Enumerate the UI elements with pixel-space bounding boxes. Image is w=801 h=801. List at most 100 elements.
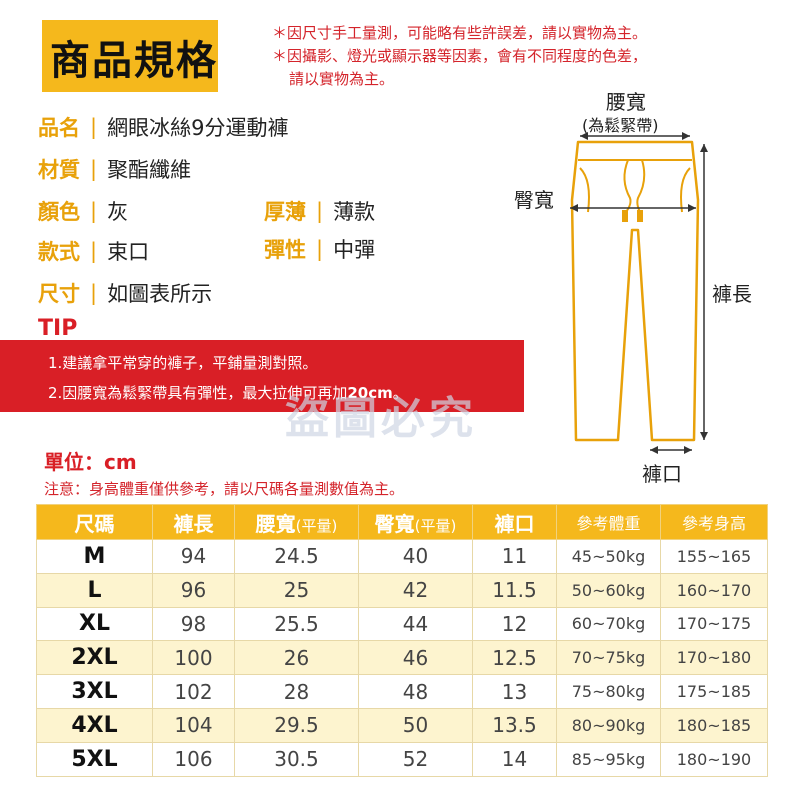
spec-separator: |: [90, 199, 98, 223]
header-size: 尺碼: [36, 504, 153, 540]
header-highlight: [42, 20, 218, 92]
cell-length: 98: [152, 606, 235, 642]
spec-value: 如圖表所示: [107, 282, 213, 306]
note-line: ＊因尺寸手工量測，可能略有些許誤差，請以實物為主。: [272, 24, 648, 42]
spec-value: 束口: [107, 240, 150, 264]
cell-weight: 70~75kg: [556, 640, 661, 676]
cell-weight: 60~70kg: [556, 606, 661, 642]
tip-line-2-highlight: 20cm: [347, 384, 393, 402]
cell-waist: 28: [234, 674, 359, 709]
cell-length: 100: [152, 640, 235, 676]
cell-hem: 13.5: [472, 707, 557, 743]
cell-waist: 25.5: [234, 606, 359, 642]
spec-separator: |: [90, 281, 98, 305]
spec-size: 尺寸 | 如圖表所示: [38, 278, 212, 308]
spec-value: 中彈: [333, 238, 376, 262]
spec-separator: |: [316, 199, 324, 223]
spec-separator: |: [90, 239, 98, 263]
cell-height: 155~165: [660, 539, 768, 574]
cell-waist: 25: [234, 572, 359, 608]
cell-waist: 29.5: [234, 707, 359, 743]
table-row: 3XL 102 28 48 13 75~80kg 175~185: [36, 674, 768, 709]
cell-hem: 12.5: [472, 640, 557, 676]
spec-value: 薄款: [333, 200, 376, 224]
spec-label: 厚薄: [264, 200, 306, 224]
cell-size: L: [36, 572, 153, 608]
spec-value: 灰: [107, 200, 129, 224]
spec-value: 網眼冰絲9分運動褲: [107, 116, 289, 140]
table-row: 2XL 100 26 46 12.5 70~75kg 170~180: [36, 640, 768, 676]
cell-waist: 30.5: [234, 741, 359, 777]
spec-label: 款式: [38, 240, 80, 264]
spec-separator: |: [316, 237, 324, 261]
pants-outline-icon: [570, 132, 708, 454]
header-waist-label: 腰寬: [255, 511, 296, 536]
header-weight: 參考體重: [556, 504, 661, 540]
spec-separator: |: [90, 115, 98, 139]
cell-height: 170~175: [660, 606, 768, 642]
spec-label: 材質: [38, 158, 80, 182]
cell-height: 160~170: [660, 572, 768, 608]
spec-thickness: 厚薄 | 薄款: [264, 196, 375, 226]
size-table: 尺碼 褲長 腰寬(平量) 臀寬(平量) 褲口 參考體重 參考身高 M 94 24…: [36, 504, 768, 777]
cell-weight: 85~95kg: [556, 741, 661, 777]
cell-hem: 11.5: [472, 572, 557, 608]
header-waist: 腰寬(平量): [234, 504, 359, 540]
header-hip-sub: (平量): [414, 516, 457, 535]
waist-note-label: (為鬆緊帶): [582, 116, 659, 135]
table-row: 4XL 104 29.5 50 13.5 80~90kg 180~185: [36, 707, 768, 743]
size-disclaimer: 注意：身高體重僅供參考，請以尺碼各量測數值為主。: [44, 480, 405, 498]
cell-weight: 80~90kg: [556, 707, 661, 743]
spec-name: 品名 | 網眼冰絲9分運動褲: [38, 112, 288, 142]
cell-hem: 13: [472, 674, 557, 709]
cell-hem: 14: [472, 741, 557, 777]
cell-hip: 46: [358, 640, 473, 676]
cell-length: 102: [152, 674, 235, 709]
cell-height: 170~180: [660, 640, 768, 676]
header-hip: 臀寬(平量): [358, 504, 473, 540]
cell-size: 2XL: [36, 640, 153, 676]
spec-separator: |: [90, 157, 98, 181]
hip-label: 臀寬: [514, 188, 554, 212]
tip-line-2-suffix: 。: [392, 384, 408, 402]
table-header-row: 尺碼 褲長 腰寬(平量) 臀寬(平量) 褲口 參考體重 參考身高: [36, 504, 768, 540]
tip-line-2: 2.因腰寬為鬆緊帶具有彈性，最大拉伸可再加20cm。: [48, 382, 408, 403]
disclaimer-notes: ＊因尺寸手工量測，可能略有些許誤差，請以實物為主。 ＊因攝影、燈光或顯示器等因素…: [272, 22, 647, 91]
cell-size: XL: [36, 606, 153, 642]
header-waist-sub: (平量): [295, 516, 338, 535]
note-line: ＊因攝影、燈光或顯示器等因素，會有不同程度的色差，: [272, 47, 648, 65]
table-row: M 94 24.5 40 11 45~50kg 155~165: [36, 539, 768, 574]
table-row: L 96 25 42 11.5 50~60kg 160~170: [36, 572, 768, 608]
header-hem: 褲口: [472, 504, 557, 540]
cell-size: M: [36, 539, 153, 574]
cell-height: 180~185: [660, 707, 768, 743]
note-line: 請以實物為主。: [289, 70, 395, 88]
table-row: XL 98 25.5 44 12 60~70kg 170~175: [36, 606, 768, 642]
spec-material: 材質 | 聚酯纖維: [38, 154, 191, 184]
cell-length: 96: [152, 572, 235, 608]
cell-length: 106: [152, 741, 235, 777]
watermark: 盜圖必究: [285, 393, 477, 444]
length-label: 褲長: [712, 282, 752, 306]
header-height: 參考身高: [660, 504, 768, 540]
cell-size: 5XL: [36, 741, 153, 777]
cell-height: 180~190: [660, 741, 768, 777]
cell-hem: 12: [472, 606, 557, 642]
cell-waist: 26: [234, 640, 359, 676]
pants-diagram: 腰寬 (為鬆緊帶) 臀寬 褲長 褲口: [480, 80, 800, 490]
tip-title: TIP: [38, 316, 78, 341]
waist-label: 腰寬: [606, 90, 646, 114]
cell-hip: 42: [358, 572, 473, 608]
spec-label: 顏色: [38, 200, 80, 224]
cell-hip: 44: [358, 606, 473, 642]
unit-label: 單位：cm: [44, 450, 137, 474]
cell-size: 4XL: [36, 707, 153, 743]
cell-hip: 40: [358, 539, 473, 574]
cell-hip: 52: [358, 741, 473, 777]
cell-length: 94: [152, 539, 235, 574]
cell-hem: 11: [472, 539, 557, 574]
page-title: 商品規格: [50, 38, 218, 84]
spec-label: 彈性: [264, 238, 306, 262]
cell-hip: 50: [358, 707, 473, 743]
spec-elasticity: 彈性 | 中彈: [264, 234, 375, 264]
